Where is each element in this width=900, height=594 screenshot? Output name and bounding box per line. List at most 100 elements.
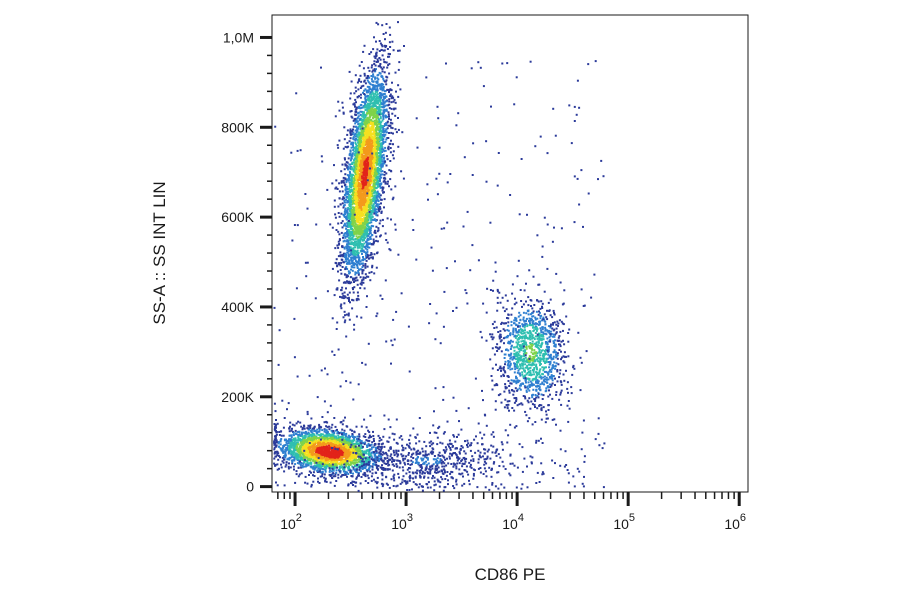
event-dot [364, 109, 367, 111]
event-dot [328, 425, 331, 428]
event-dot [344, 434, 347, 437]
event-dot [357, 448, 360, 451]
event-dot [358, 246, 361, 249]
event-dot [312, 465, 315, 468]
event-dot [366, 239, 369, 242]
event-dot [392, 100, 395, 103]
event-dot [302, 462, 305, 465]
event-dot [282, 451, 285, 454]
event-dot [280, 466, 283, 469]
event-dot [330, 470, 333, 473]
event-dot [321, 467, 324, 470]
event-dot [344, 436, 347, 439]
event-dot [292, 444, 294, 447]
event-dot [307, 431, 310, 434]
event-dot [286, 440, 288, 443]
event-dot [324, 469, 327, 472]
event-dot [311, 449, 314, 452]
event-dot [315, 449, 318, 452]
event-dot [312, 474, 314, 477]
event-dot [358, 474, 360, 477]
event-dot [330, 444, 332, 447]
event-dot [346, 439, 349, 442]
event-dot [335, 471, 338, 474]
event-dot [353, 103, 356, 106]
event-dot [298, 462, 301, 465]
event-dot [325, 442, 328, 445]
event-dot [351, 194, 354, 197]
event-dot [333, 294, 336, 297]
event-dot [344, 173, 347, 176]
event-dot [353, 92, 356, 95]
event-dot [389, 121, 392, 124]
event-dot [340, 455, 343, 458]
event-dot [340, 180, 343, 183]
event-dot [361, 266, 364, 269]
event-dot [375, 149, 378, 152]
event-dot [290, 456, 293, 459]
event-dot [372, 73, 375, 76]
event-dot [376, 128, 379, 131]
event-dot [338, 467, 341, 470]
event-dot [318, 428, 321, 431]
event-dot [299, 439, 302, 442]
event-dot [369, 83, 372, 86]
event-dot [300, 431, 303, 434]
event-dot [344, 416, 346, 419]
event-dot [384, 31, 387, 34]
event-dot [371, 192, 374, 195]
event-dot [303, 461, 306, 464]
event-dot [371, 64, 374, 67]
event-dot [385, 463, 388, 465]
event-dot [342, 451, 345, 454]
event-dot [368, 82, 371, 85]
event-dot [342, 294, 345, 297]
event-dot [347, 448, 350, 451]
event-dot [336, 451, 339, 454]
event-dot [334, 445, 336, 448]
event-dot [313, 475, 316, 477]
event-dot [299, 454, 302, 457]
event-dot [358, 453, 360, 456]
event-dot [352, 462, 355, 465]
event-dot [346, 166, 349, 169]
event-dot [273, 457, 276, 460]
event-dot [279, 447, 282, 450]
event-dot [356, 129, 359, 132]
event-dot [362, 234, 365, 237]
event-dot [285, 449, 288, 452]
event-dot [335, 469, 338, 472]
event-dot [376, 132, 379, 135]
event-dot [363, 471, 366, 474]
event-dot [379, 294, 382, 297]
event-dot [346, 133, 349, 136]
event-dot [352, 128, 354, 131]
event-dot [361, 279, 364, 282]
event-dot [292, 465, 295, 468]
event-dot [358, 443, 361, 446]
event-dot [338, 440, 340, 443]
event-dot [337, 212, 340, 214]
event-dot [372, 463, 375, 466]
event-dot [385, 79, 388, 82]
event-dot [383, 173, 386, 176]
event-dot [378, 437, 381, 439]
event-dot [321, 473, 324, 476]
event-dot [304, 475, 307, 478]
event-dot [337, 255, 340, 258]
event-dot [349, 452, 352, 455]
event-dot [391, 95, 394, 98]
event-dot [354, 173, 357, 176]
event-dot [302, 459, 305, 461]
event-dot [361, 462, 364, 465]
event-dot [306, 432, 309, 435]
event-dot [374, 111, 377, 114]
event-dot [302, 439, 305, 441]
event-dot [386, 66, 389, 69]
event-dot [279, 456, 281, 459]
event-dot [364, 450, 367, 453]
event-dot [347, 168, 350, 171]
event-dot [352, 136, 355, 139]
event-dot [380, 170, 383, 173]
event-dot [372, 178, 375, 181]
